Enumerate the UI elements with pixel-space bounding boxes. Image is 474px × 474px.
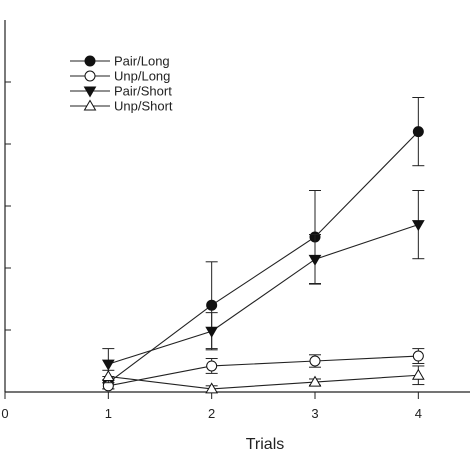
x-axis-title: Trials — [246, 436, 285, 453]
series-line — [108, 131, 419, 384]
series-unp-long — [102, 348, 425, 392]
data-point — [308, 254, 322, 266]
legend-marker — [83, 86, 97, 98]
data-point — [101, 370, 115, 381]
data-point — [308, 375, 322, 387]
legend-label: Pair/Short — [114, 84, 172, 99]
data-point — [309, 355, 321, 367]
data-point — [412, 350, 424, 362]
legend-label: Pair/Long — [114, 54, 170, 69]
legend-marker — [83, 99, 97, 111]
data-point — [205, 382, 219, 394]
series-unp-short — [101, 365, 425, 394]
x-tick-label: 4 — [415, 406, 422, 421]
data-point — [412, 126, 424, 138]
legend-label: Unp/Long — [114, 69, 170, 84]
legend-item: Unp/Long — [70, 69, 170, 84]
data-point — [206, 299, 218, 311]
data-point — [101, 359, 115, 371]
legend-item: Unp/Short — [70, 99, 173, 114]
x-tick-label: 2 — [208, 406, 215, 421]
legend-label: Unp/Short — [114, 99, 173, 114]
series-pair-long — [102, 97, 425, 390]
data-point — [411, 368, 425, 380]
axes: 0 1 2 3 4 — [1, 20, 470, 421]
x-tick-label: 1 — [105, 406, 112, 421]
x-tick-label: 3 — [311, 406, 318, 421]
series-line — [108, 224, 419, 365]
legend-item: Pair/Long — [70, 54, 170, 69]
data-point — [411, 220, 425, 232]
series-layer — [101, 97, 425, 394]
x-tick-label: 0 — [1, 406, 8, 421]
legend-item: Pair/Short — [70, 84, 172, 99]
data-point — [205, 326, 219, 338]
series-line — [108, 355, 419, 387]
legend-marker — [84, 55, 96, 67]
series-line — [108, 374, 419, 390]
legend-marker — [84, 70, 96, 82]
data-point — [206, 360, 218, 372]
